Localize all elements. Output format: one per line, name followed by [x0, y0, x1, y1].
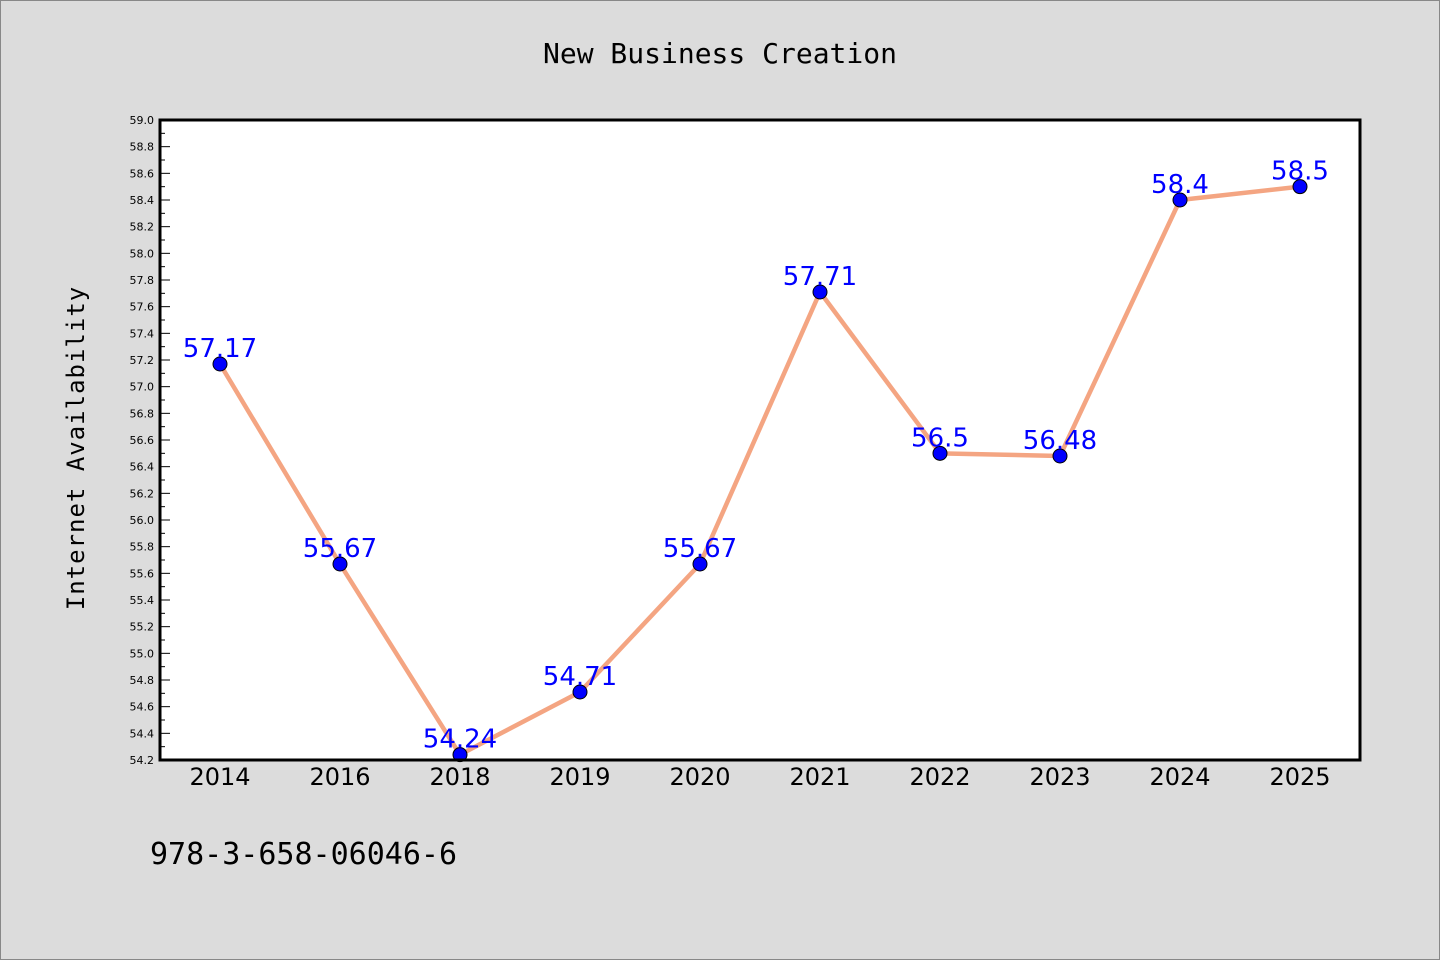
x-tick-label: 2024 — [1149, 763, 1210, 791]
data-point — [1292, 179, 1308, 195]
y-tick-label: 58.8 — [130, 141, 155, 154]
data-label: 55.67 — [303, 534, 377, 564]
data-label: 57.71 — [783, 262, 857, 292]
data-label: 55.67 — [663, 534, 737, 564]
y-tick-label: 57.4 — [130, 327, 155, 340]
data-point — [932, 445, 948, 461]
data-labels: 57.17 55.67 54.24 54.71 55.67 57.71 56.5 56.48 5… — [183, 157, 1329, 755]
chart-title: New Business Creation — [543, 37, 897, 70]
x-tick-label: 2014 — [189, 763, 250, 791]
series-line — [218, 184, 1301, 757]
data-point — [812, 284, 828, 300]
y-tick-label: 56.8 — [130, 407, 155, 420]
x-tick-label: 2018 — [429, 763, 490, 791]
y-tick-label: 55.6 — [130, 567, 155, 580]
y-tick-label: 54.2 — [130, 754, 155, 767]
y-axis-ticks: 54.2 54.4 54.6 54.8 55.0 55.2 55.4 55.6 55.8 56.0… — [130, 114, 170, 767]
y-tick-label: 55.2 — [130, 621, 155, 634]
data-point — [572, 684, 588, 700]
data-label: 57.17 — [183, 334, 257, 364]
y-tick-label: 58.2 — [130, 221, 155, 234]
data-label: 54.71 — [543, 662, 617, 692]
x-tick-label: 2023 — [1029, 763, 1090, 791]
data-label: 54.24 — [423, 725, 497, 755]
data-label: 58.5 — [1271, 157, 1329, 187]
y-tick-label: 57.2 — [130, 354, 155, 367]
y-tick-label: 56.6 — [130, 434, 155, 447]
y-tick-label: 54.8 — [130, 674, 155, 687]
y-tick-label: 57.0 — [130, 381, 155, 394]
y-tick-label: 54.4 — [130, 727, 155, 740]
x-tick-label: 2020 — [669, 763, 730, 791]
data-point — [1052, 448, 1068, 464]
y-tick-label: 57.8 — [130, 274, 155, 287]
data-label: 58.4 — [1151, 170, 1209, 200]
plot-area — [160, 120, 1360, 760]
x-tick-label: 2025 — [1269, 763, 1330, 791]
data-markers — [212, 179, 1308, 763]
data-point — [212, 356, 228, 372]
y-tick-label: 56.0 — [130, 514, 155, 527]
x-axis-ticks: 2014 2016 2018 2019 2020 2021 2022 2023 2024 2025 — [189, 763, 1330, 791]
data-point — [1172, 192, 1188, 208]
y-tick-label: 58.4 — [130, 194, 155, 207]
series-polyline — [218, 184, 1301, 757]
y-tick-label: 56.4 — [130, 461, 155, 474]
y-tick-label: 54.6 — [130, 701, 155, 714]
y-tick-label: 59.0 — [130, 114, 155, 127]
data-label: 56.5 — [911, 423, 969, 453]
data-label: 56.48 — [1023, 426, 1097, 456]
x-tick-label: 2016 — [309, 763, 370, 791]
footer-text: 978-3-658-06046-6 — [150, 837, 457, 872]
y-tick-label: 56.2 — [130, 487, 155, 500]
data-point — [692, 556, 708, 572]
y-tick-label: 58.0 — [130, 247, 155, 260]
data-point — [452, 747, 468, 763]
y-tick-label: 55.4 — [130, 594, 155, 607]
y-axis-label: Internet Availability — [62, 286, 90, 610]
y-tick-label: 55.0 — [130, 647, 155, 660]
y-tick-label: 58.6 — [130, 167, 155, 180]
x-tick-label: 2021 — [789, 763, 850, 791]
y-tick-label: 57.6 — [130, 301, 155, 314]
plot-border — [158, 118, 1362, 762]
x-tick-label: 2022 — [909, 763, 970, 791]
data-point — [332, 556, 348, 572]
x-tick-label: 2019 — [549, 763, 610, 791]
y-tick-label: 55.8 — [130, 541, 155, 554]
